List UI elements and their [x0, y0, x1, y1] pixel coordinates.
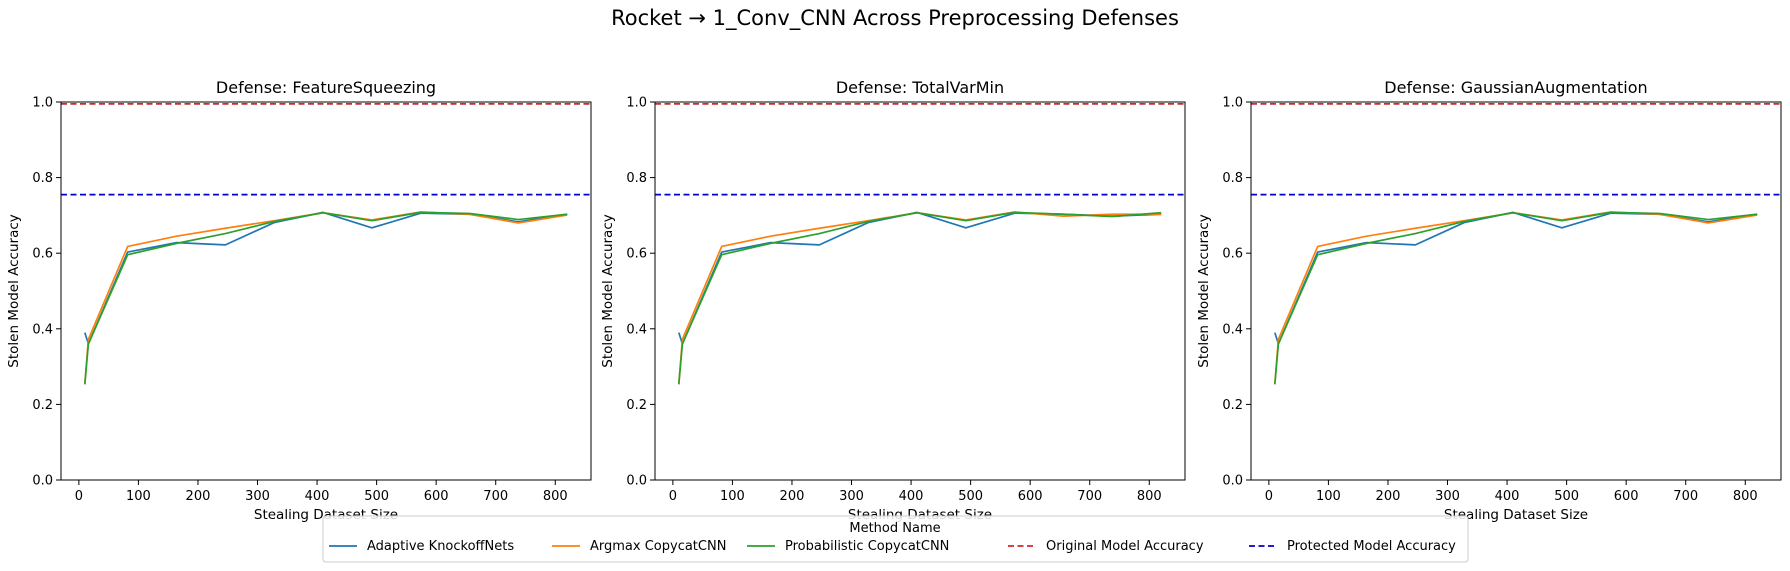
x-tick-label: 500: [1554, 489, 1579, 504]
y-tick-label: 0.0: [626, 474, 647, 489]
subplots: Defense: FeatureSqueezing 0 100 200 300 400 50…: [6, 78, 1782, 523]
x-tick-label: 500: [958, 489, 983, 504]
legend-label: Argmax CopycatCNN: [590, 539, 726, 554]
y-tick-label: 0.8: [626, 171, 647, 186]
legend-box: [322, 515, 1469, 563]
y-tick-label: 0.0: [32, 474, 53, 489]
y-tick-label: 0.2: [1222, 398, 1243, 413]
x-tick-label: 100: [1316, 489, 1341, 504]
legend-entry-protected-model-accuracy: Protected Model Accuracy: [1249, 539, 1456, 554]
subplot-title: Defense: GaussianAugmentation: [1384, 78, 1647, 97]
legend-entry-argmax-copycatcnn: Argmax CopycatCNN: [552, 539, 726, 554]
x-tick-label: 200: [780, 489, 805, 504]
y-tick-label: 0.4: [626, 322, 647, 337]
axes-frame: [654, 101, 1186, 481]
x-tick-label: 0: [669, 489, 677, 504]
legend-label: Protected Model Accuracy: [1287, 539, 1456, 554]
y-tick-label: 0.8: [1222, 171, 1243, 186]
x-tick-label: 700: [1673, 489, 1698, 504]
x-tick-label: 200: [1376, 489, 1401, 504]
legend-entry-adaptive-knockoffnets: Adaptive KnockoffNets: [329, 539, 514, 554]
y-tick-label: 0.2: [626, 398, 647, 413]
legend-label: Original Model Accuracy: [1046, 539, 1204, 554]
x-tick-label: 300: [245, 489, 270, 504]
x-tick-label: 200: [186, 489, 211, 504]
argmax-copycatcnn-series-line: [677, 211, 1162, 384]
y-tick-label: 1.0: [626, 96, 647, 111]
x-tick-label: 300: [1435, 489, 1460, 504]
x-tick-label: 800: [1733, 489, 1758, 504]
axes-frame: [60, 101, 592, 481]
x-tick-label: 400: [305, 489, 330, 504]
x-tick-label: 800: [543, 489, 568, 504]
y-tick-label: 0.4: [1222, 322, 1243, 337]
y-axis-label: Stolen Model Accuracy: [1196, 214, 1212, 367]
legend-label: Adaptive KnockoffNets: [367, 539, 514, 554]
legend-entry-probabilistic-copycatcnn: Probabilistic CopycatCNN: [747, 539, 949, 554]
y-tick-label: 1.0: [32, 96, 53, 111]
figure-title: Rocket → 1_Conv_CNN Across Preprocessing…: [611, 6, 1179, 31]
y-tick-label: 0.4: [32, 322, 53, 337]
x-axis-label: Stealing Dataset Size: [1444, 507, 1588, 523]
legend-label: Probabilistic CopycatCNN: [785, 539, 949, 554]
adaptive-knockoffnets-series-line: [1274, 211, 1758, 345]
adaptive-knockoffnets-series-line: [84, 211, 568, 345]
x-tick-label: 0: [1265, 489, 1273, 504]
legend-entry-original-model-accuracy: Original Model Accuracy: [1008, 539, 1204, 554]
x-tick-label: 100: [720, 489, 745, 504]
y-tick-label: 0.0: [1222, 474, 1243, 489]
adaptive-knockoffnets-series-line: [678, 211, 1162, 345]
x-tick-label: 0: [75, 489, 83, 504]
x-tick-label: 700: [483, 489, 508, 504]
y-tick-label: 1.0: [1222, 96, 1243, 111]
x-tick-label: 100: [126, 489, 151, 504]
y-tick-label: 0.8: [32, 171, 53, 186]
x-tick-label: 400: [899, 489, 924, 504]
legend: Method Name Adaptive KnockoffNets Argmax C…: [322, 515, 1469, 563]
argmax-copycatcnn-series-line: [1273, 211, 1758, 384]
x-tick-label: 700: [1077, 489, 1102, 504]
argmax-copycatcnn-series-line: [83, 211, 568, 384]
probabilistic-copycatcnn-series-line: [83, 211, 568, 385]
probabilistic-copycatcnn-series-line: [1273, 211, 1758, 385]
subplot-1: Defense: FeatureSqueezing 0 100 200 300 400 50…: [6, 78, 592, 523]
legend-title: Method Name: [849, 521, 940, 536]
x-tick-label: 600: [1018, 489, 1043, 504]
subplot-title: Defense: FeatureSqueezing: [216, 78, 436, 97]
subplot-2: Defense: TotalVarMin 0 100 200 300 400 500 600 7…: [600, 78, 1186, 523]
y-tick-label: 0.6: [626, 247, 647, 262]
y-tick-label: 0.6: [1222, 247, 1243, 262]
x-tick-label: 400: [1495, 489, 1520, 504]
y-tick-label: 0.2: [32, 398, 53, 413]
x-tick-label: 800: [1137, 489, 1162, 504]
subplot-3: Defense: GaussianAugmentation 0 100 200 300 4…: [1196, 78, 1782, 523]
y-axis-label: Stolen Model Accuracy: [600, 214, 616, 367]
subplot-title: Defense: TotalVarMin: [836, 78, 1004, 97]
y-axis-label: Stolen Model Accuracy: [6, 214, 22, 367]
axes-frame: [1250, 101, 1782, 481]
x-tick-label: 500: [364, 489, 389, 504]
x-tick-label: 600: [1614, 489, 1639, 504]
probabilistic-copycatcnn-series-line: [677, 211, 1162, 385]
x-tick-label: 300: [839, 489, 864, 504]
y-tick-label: 0.6: [32, 247, 53, 262]
x-tick-label: 600: [424, 489, 449, 504]
